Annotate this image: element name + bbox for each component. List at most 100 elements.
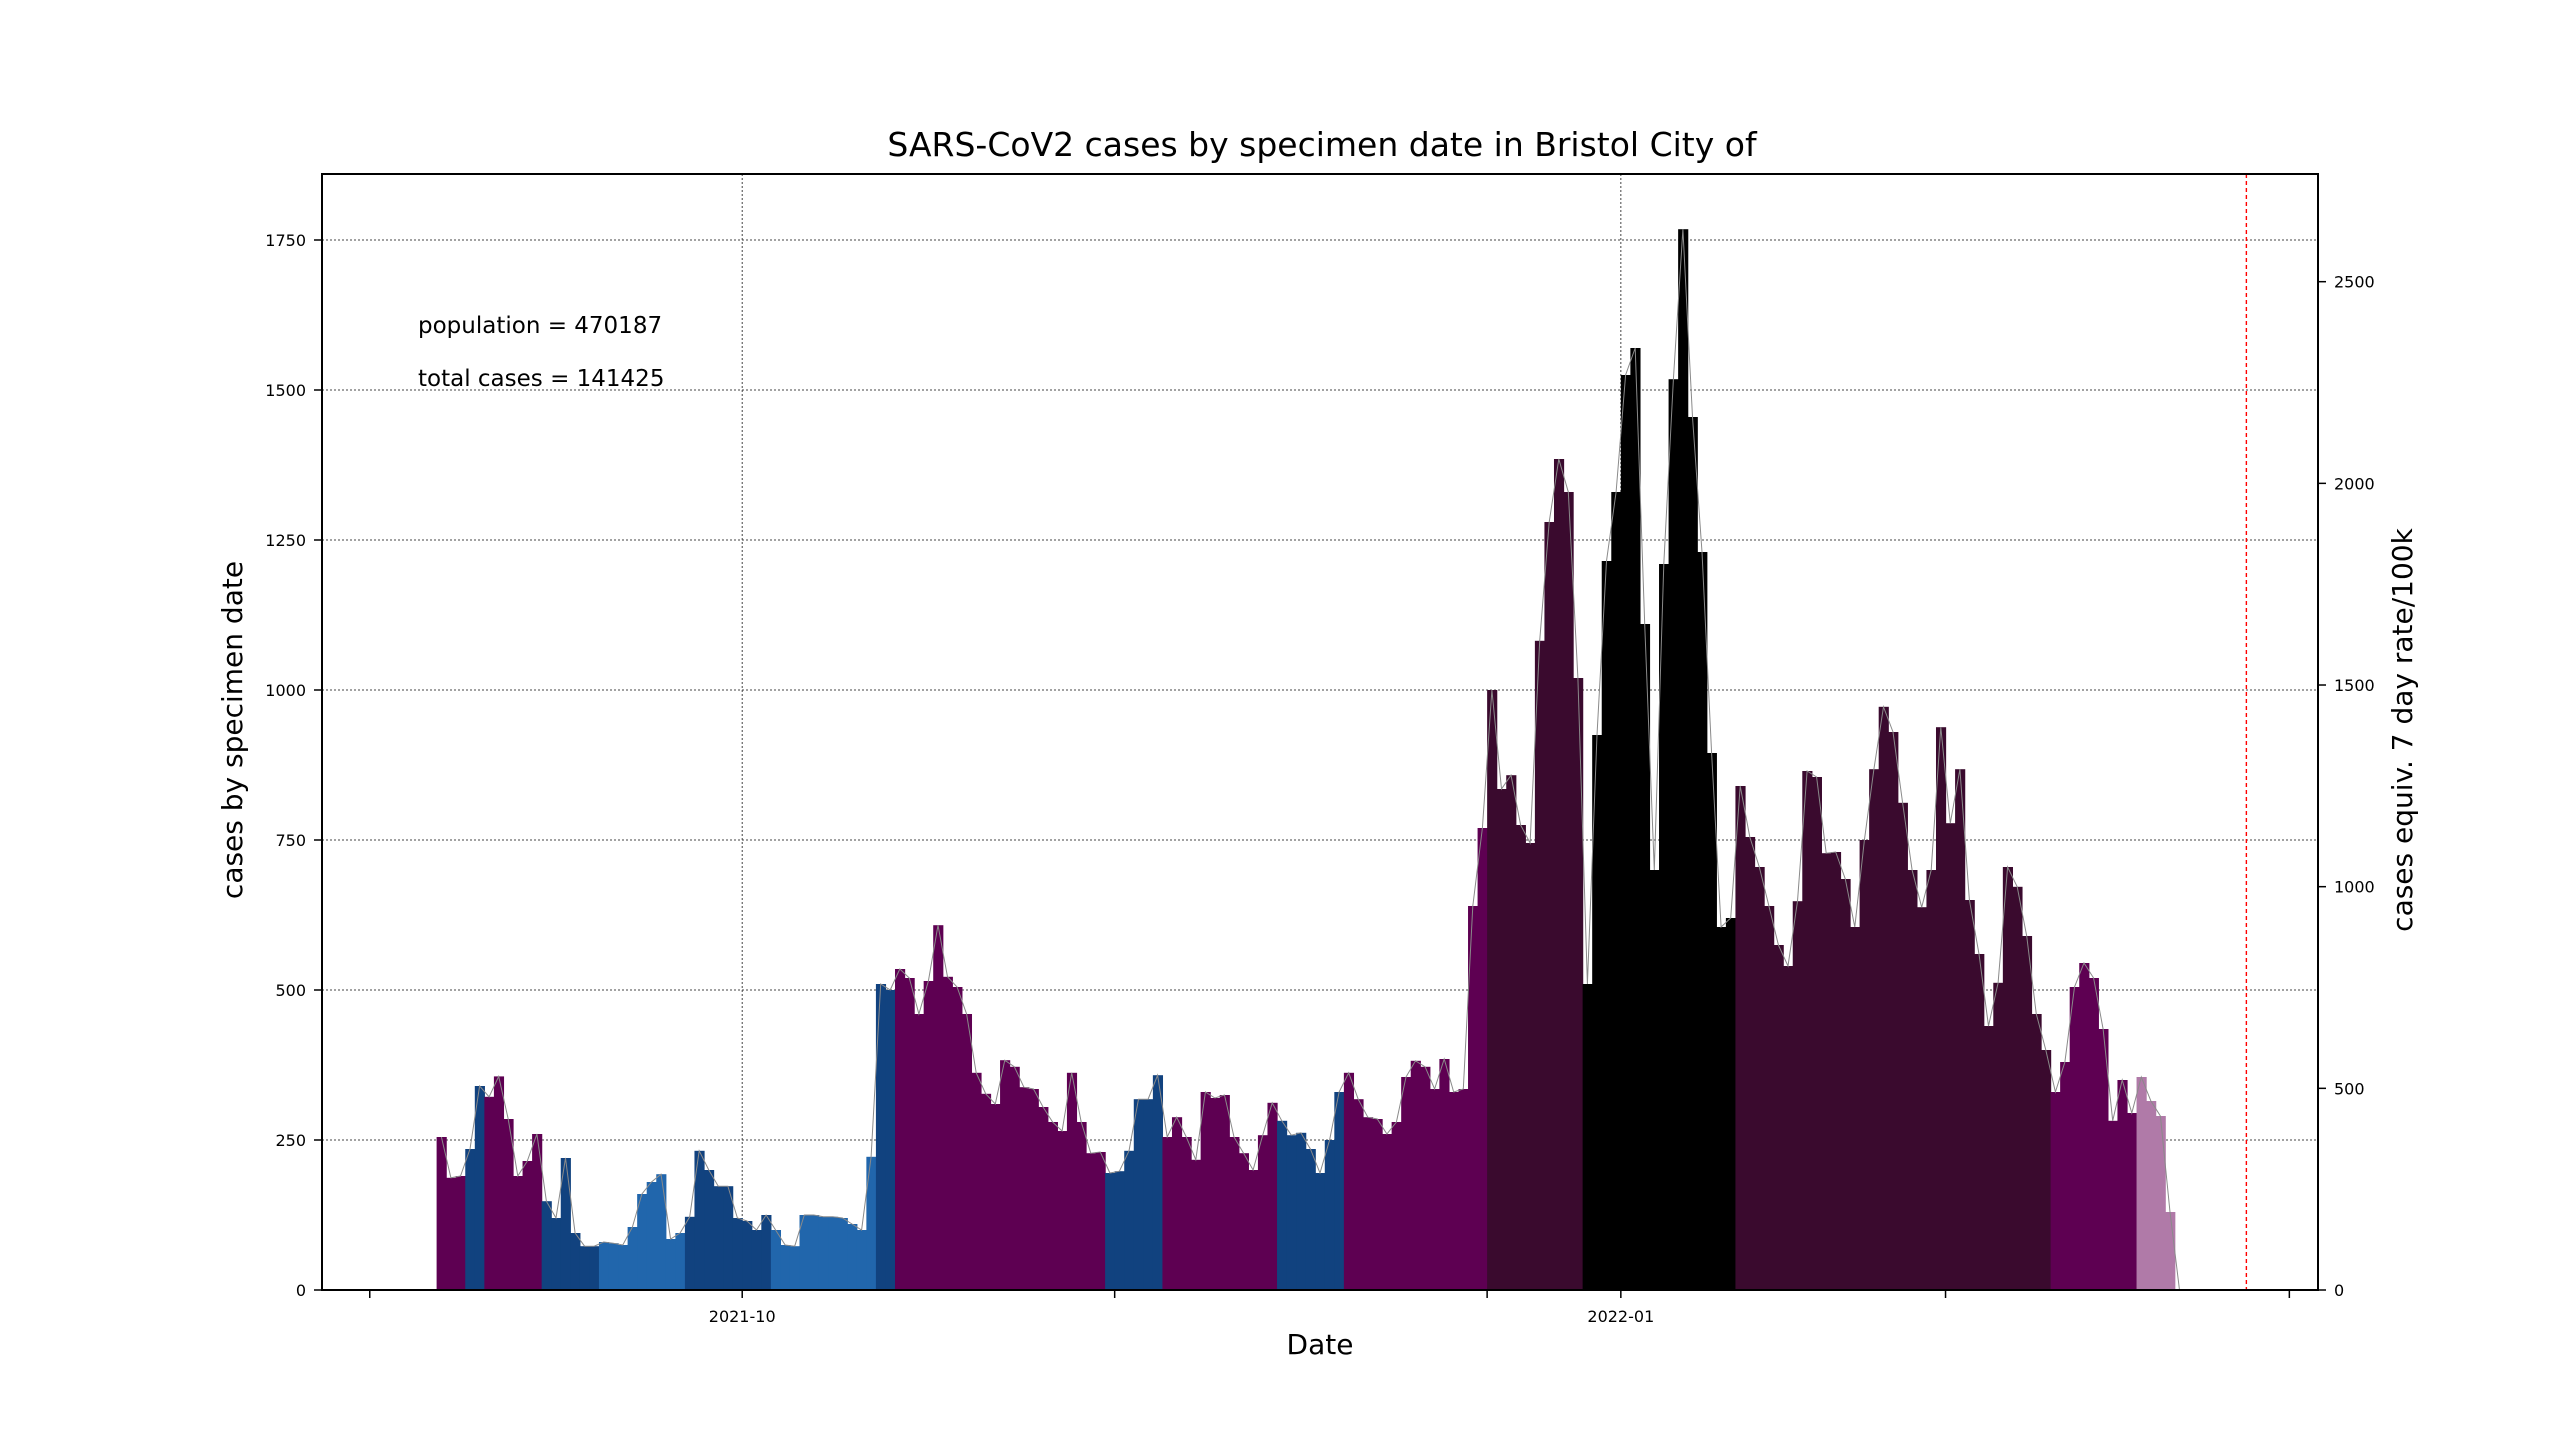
bar	[751, 1230, 762, 1290]
y-tick-label: 750	[275, 831, 306, 850]
daily-cases-line	[440, 229, 2190, 1291]
bar	[1773, 945, 1784, 1290]
bar	[704, 1170, 715, 1290]
bar	[875, 984, 887, 1290]
bar	[2041, 1050, 2052, 1290]
bar	[2155, 1116, 2166, 1290]
bar	[589, 1246, 600, 1290]
bar	[1401, 1077, 1412, 1290]
bar	[1659, 564, 1670, 1290]
bar	[1754, 867, 1765, 1290]
bar	[1964, 900, 1975, 1290]
bar	[513, 1176, 524, 1290]
y-axis-label: cases by specimen date	[216, 561, 249, 899]
bar	[1916, 907, 1928, 1290]
bar	[1544, 522, 1555, 1290]
bar	[1592, 735, 1603, 1290]
bar	[1744, 837, 1756, 1290]
bar	[455, 1176, 466, 1290]
bar	[1888, 732, 1899, 1290]
bar	[2012, 886, 2023, 1290]
bar	[436, 1137, 447, 1290]
bar	[1429, 1089, 1440, 1290]
bar	[532, 1134, 543, 1290]
bar	[847, 1224, 858, 1290]
bar	[1334, 1092, 1345, 1290]
bar	[818, 1216, 829, 1290]
bar	[570, 1233, 581, 1290]
bar	[1277, 1120, 1288, 1290]
bar	[742, 1221, 753, 1290]
y-tick-label: 500	[275, 981, 306, 1000]
bar	[809, 1215, 820, 1290]
bar	[980, 1093, 992, 1290]
bar	[665, 1239, 676, 1290]
bar	[1420, 1066, 1431, 1290]
bars	[436, 229, 2176, 1291]
y-tick-label: 0	[296, 1281, 306, 1300]
axes: 0 250 500 750 1000 1250 1500 1750 0 500 1000 1500 20…	[265, 173, 2375, 1326]
bar	[1706, 753, 1717, 1290]
bar	[1601, 561, 1612, 1290]
bar	[1315, 1173, 1326, 1290]
bar	[1009, 1066, 1020, 1290]
bar	[560, 1158, 571, 1290]
bar	[1697, 552, 1708, 1290]
bar	[637, 1194, 648, 1290]
y2-axis-label: cases equiv. 7 day rate/100k	[2386, 527, 2419, 931]
bar	[723, 1186, 734, 1290]
plot-frame	[321, 173, 2319, 1291]
bar	[1181, 1137, 1192, 1290]
bar	[1324, 1140, 1335, 1290]
bar	[1783, 966, 1794, 1290]
bar	[1296, 1132, 1307, 1290]
bar	[1458, 1089, 1469, 1290]
bar	[1525, 843, 1536, 1290]
bar	[914, 1014, 925, 1290]
bar	[942, 976, 953, 1290]
bar	[579, 1246, 591, 1290]
bar	[656, 1174, 667, 1290]
bar	[2050, 1092, 2061, 1290]
x-axis-label: Date	[1287, 1328, 1354, 1361]
bar	[1716, 927, 1727, 1290]
bar	[1687, 417, 1698, 1290]
bar	[1210, 1098, 1221, 1290]
bar	[1878, 706, 1889, 1290]
bar	[1171, 1117, 1183, 1290]
y2-tick-label: 0	[2334, 1281, 2344, 1300]
bar	[551, 1218, 562, 1290]
bar	[598, 1242, 610, 1290]
bar	[2079, 963, 2090, 1290]
bar	[1935, 727, 1947, 1290]
trend-line	[440, 229, 2190, 1291]
bar	[904, 978, 915, 1290]
annotation-population: population = 470187	[418, 313, 662, 339]
y2-tick-label: 1000	[2334, 878, 2375, 897]
bar	[446, 1177, 457, 1290]
bar	[2136, 1077, 2147, 1290]
bar	[627, 1227, 638, 1290]
bar	[1066, 1072, 1078, 1290]
bar	[1983, 1026, 1994, 1290]
bar	[1468, 906, 1479, 1290]
bar	[885, 990, 896, 1290]
bar	[2002, 867, 2013, 1290]
bar	[1372, 1119, 1383, 1290]
bar	[1028, 1089, 1039, 1290]
bar	[1611, 492, 1622, 1290]
bar	[1439, 1059, 1450, 1290]
bar	[1668, 379, 1679, 1290]
bar	[990, 1104, 1001, 1290]
y-tick-label: 250	[275, 1131, 306, 1150]
bar	[732, 1218, 743, 1290]
bar	[1974, 954, 1985, 1290]
bar	[1200, 1092, 1211, 1290]
bar	[1764, 906, 1775, 1290]
y-tick-label: 1750	[265, 231, 306, 250]
bar	[1735, 786, 1746, 1290]
bar	[1840, 879, 1851, 1290]
bar	[646, 1182, 657, 1290]
bar	[474, 1086, 485, 1290]
